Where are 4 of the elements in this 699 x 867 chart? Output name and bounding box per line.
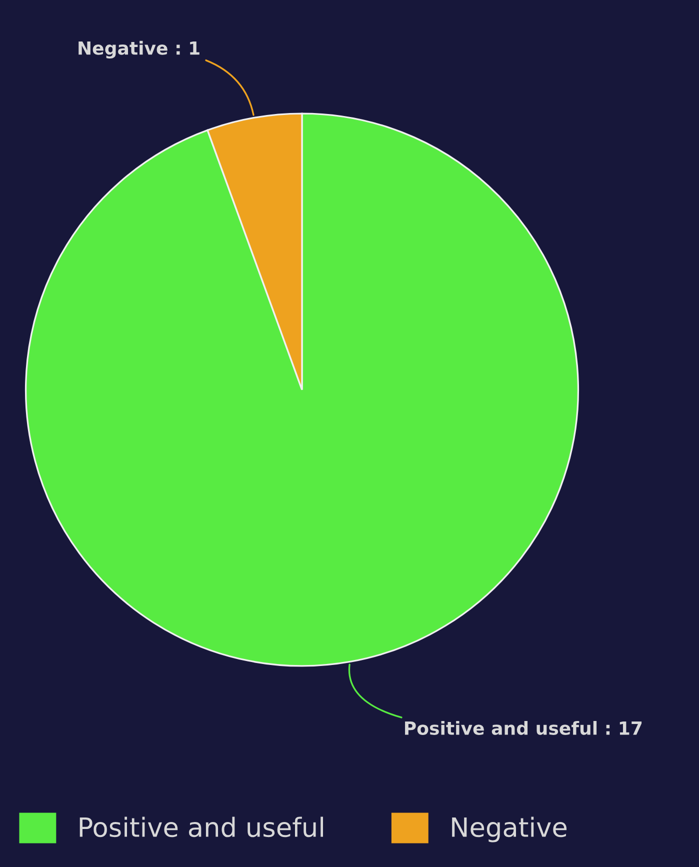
- legend-label: Positive and useful: [80, 816, 323, 838]
- legend-label: Negative: [452, 816, 567, 842]
- data-label: Positive and useful : 17: [405, 720, 642, 735]
- data-label: Negative : 1: [78, 40, 200, 59]
